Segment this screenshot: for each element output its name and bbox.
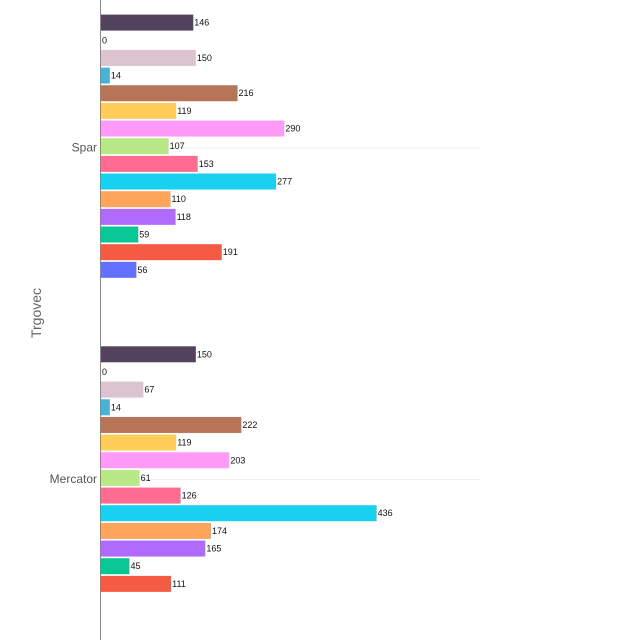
data-label: 45 bbox=[130, 561, 140, 571]
bar bbox=[101, 522, 212, 539]
bar bbox=[101, 487, 181, 504]
data-label: 59 bbox=[139, 230, 149, 240]
data-label: 222 bbox=[242, 420, 257, 430]
bar bbox=[101, 102, 177, 119]
data-label: 118 bbox=[177, 212, 191, 222]
bar bbox=[101, 575, 172, 592]
data-label: 150 bbox=[197, 53, 212, 63]
data-label: 191 bbox=[223, 247, 238, 257]
bar bbox=[101, 261, 137, 278]
data-label: 107 bbox=[170, 141, 185, 151]
bar bbox=[101, 120, 285, 137]
data-label: 174 bbox=[212, 526, 227, 536]
data-label: 110 bbox=[172, 194, 186, 204]
data-label: 150 bbox=[197, 349, 212, 359]
data-label: 146 bbox=[194, 18, 209, 28]
data-label: 14 bbox=[111, 402, 121, 412]
category-label: Spar bbox=[72, 141, 97, 155]
value-labels: 146 150 0 0 150 67 14 14 216 222 119 119 290 203 107 61… bbox=[102, 18, 393, 589]
data-label: 119 bbox=[177, 438, 191, 448]
data-label: 203 bbox=[230, 455, 245, 465]
data-label: 61 bbox=[141, 473, 151, 483]
data-label: 56 bbox=[137, 265, 147, 275]
data-label: 0 bbox=[102, 35, 107, 45]
bar bbox=[101, 67, 110, 84]
bar bbox=[101, 434, 177, 451]
bar bbox=[101, 85, 238, 102]
bar bbox=[101, 14, 194, 31]
y-axis-title: Trgovec bbox=[28, 288, 44, 338]
category-labels: Spar Mercator bbox=[50, 141, 97, 487]
bar bbox=[101, 244, 222, 261]
data-label: 165 bbox=[206, 544, 221, 554]
data-label: 67 bbox=[144, 385, 154, 395]
bar bbox=[101, 469, 140, 486]
bar bbox=[101, 540, 206, 557]
bar bbox=[101, 505, 377, 522]
bar bbox=[101, 191, 171, 208]
data-label: 290 bbox=[285, 124, 300, 134]
data-label: 0 bbox=[102, 367, 107, 377]
bar bbox=[101, 155, 198, 172]
category-label: Mercator bbox=[50, 472, 97, 486]
data-label: 277 bbox=[277, 177, 292, 187]
data-label: 111 bbox=[172, 579, 186, 589]
data-label: 153 bbox=[199, 159, 214, 169]
data-label: 119 bbox=[177, 106, 191, 116]
data-label: 14 bbox=[111, 71, 121, 81]
data-label: 216 bbox=[239, 88, 254, 98]
data-label: 436 bbox=[378, 508, 393, 518]
bar bbox=[101, 49, 196, 66]
bar bbox=[101, 558, 130, 575]
bar bbox=[101, 399, 110, 416]
bar bbox=[101, 138, 169, 155]
bar bbox=[101, 173, 277, 190]
bar bbox=[101, 416, 242, 433]
bar bbox=[101, 208, 176, 225]
bar bbox=[101, 226, 139, 243]
data-label: 126 bbox=[182, 491, 197, 501]
bars bbox=[101, 14, 377, 592]
bar bbox=[101, 346, 196, 363]
bar bbox=[101, 452, 230, 469]
bar bbox=[101, 381, 144, 398]
